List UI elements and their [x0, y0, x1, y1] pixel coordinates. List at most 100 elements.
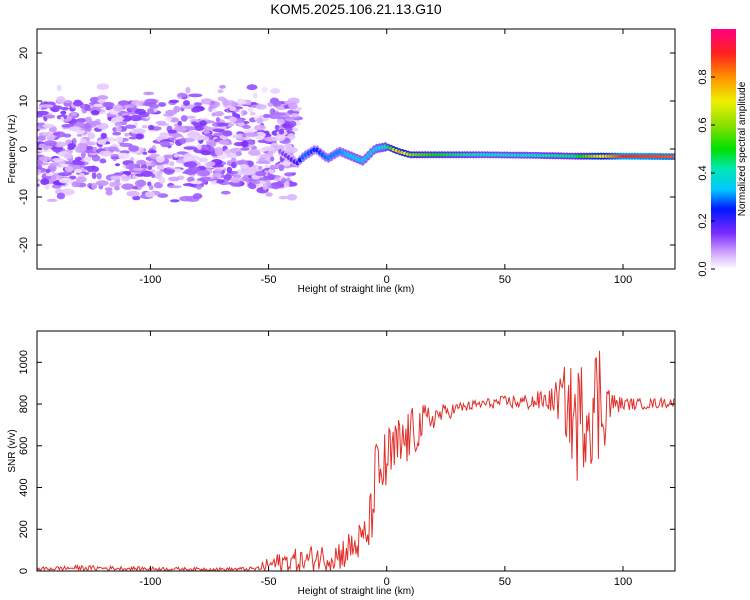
spectrogram-blob: [42, 132, 51, 136]
spectrogram-blob: [284, 127, 293, 132]
spectrogram-blob: [115, 126, 123, 132]
spectrogram-blob: [241, 140, 249, 148]
spectrogram-ytick-label: 20: [18, 47, 30, 59]
spectrogram-blob: [190, 180, 203, 185]
spectrogram-xtick-label: 100: [614, 274, 632, 286]
spectrogram-blob: [183, 161, 198, 168]
spectrogram-blob: [118, 152, 130, 160]
spectrogram-blob: [270, 88, 281, 94]
spectrogram-blob: [121, 183, 135, 190]
colorbar: 0.0 0.2 0.4 0.6 0.8 Normalized spectral ampl…: [697, 29, 748, 277]
spectrogram-blob: [208, 146, 215, 153]
spectrogram-blob: [135, 173, 146, 177]
spectrogram-blob: [135, 133, 144, 140]
spectrogram-blob: [60, 110, 67, 115]
spectrogram-blob: [138, 179, 145, 187]
spectrogram-blob: [210, 100, 216, 106]
spectrogram-blob: [272, 184, 280, 190]
spectrogram-blob: [287, 97, 300, 105]
spectrogram-blob: [74, 168, 83, 174]
spectrogram-blob: [58, 172, 72, 177]
spectrogram-xlabel: Height of straight line (km): [298, 284, 415, 295]
spectrogram-blob: [252, 92, 258, 99]
spectrogram-blob: [85, 145, 94, 150]
spectrogram-blob: [37, 169, 42, 175]
spectrogram-blob: [37, 106, 42, 110]
spectrogram-blob: [114, 185, 120, 191]
spectrogram-blob: [192, 193, 203, 200]
spectrogram-blob: [167, 185, 182, 189]
spectrogram-blob: [46, 198, 58, 202]
spectrogram-blob: [77, 143, 87, 151]
spectrogram-blob: [176, 151, 188, 155]
spectrogram-blob: [40, 104, 54, 108]
spectrogram-blob: [234, 160, 249, 166]
spectrogram-blob: [76, 133, 84, 137]
spectrogram-xtick-label: -100: [139, 274, 161, 286]
spectrogram-blob: [177, 120, 182, 126]
spectrogram-blob: [43, 140, 57, 147]
spectrogram-blob: [112, 131, 122, 136]
spectrogram-blob: [221, 190, 231, 195]
spectrogram-blob: [50, 175, 57, 181]
spectrogram-blob: [55, 142, 66, 146]
colorbar-tick-label: 0.8: [697, 69, 709, 84]
spectrogram-blob: [59, 107, 69, 110]
spectrogram-blob: [191, 107, 201, 113]
spectrogram-blob: [219, 85, 226, 89]
spectrogram-blob: [247, 106, 254, 113]
spectrogram-blob: [254, 131, 266, 138]
spectrogram-blob: [83, 107, 92, 111]
snr-ylabel: SNR (v/v): [7, 429, 18, 472]
spectrogram-xtick-label: -50: [261, 274, 277, 286]
spectrogram-blob: [83, 122, 92, 129]
spectrogram-blob: [42, 173, 47, 179]
spectrogram-blob: [86, 165, 92, 173]
spectrogram-blob: [232, 111, 237, 116]
spectrogram-blob: [264, 165, 270, 169]
spectrogram-blob: [173, 153, 180, 158]
spectrogram-ylabel: Frequency (Hz): [7, 115, 18, 184]
spectrogram-blob: [158, 102, 167, 107]
spectrogram-blob: [289, 120, 297, 127]
spectrogram-blob: [136, 159, 147, 166]
spectrogram-blob: [257, 165, 263, 170]
spectrogram-blob: [56, 192, 66, 200]
spectrogram-blob: [147, 124, 155, 131]
spectrogram-blob: [37, 183, 40, 187]
spectrogram-blob: [167, 129, 177, 134]
spectrogram-blob: [276, 118, 285, 125]
spectrogram-blob: [198, 157, 209, 163]
spectrogram-blob: [213, 132, 224, 136]
spectrogram-blob: [242, 125, 251, 129]
spectrogram-blob: [141, 125, 148, 129]
spectrogram-blob: [99, 158, 107, 164]
spectrogram-blob: [38, 156, 51, 162]
spectrogram-blob: [193, 125, 204, 131]
spectrogram-blob: [174, 168, 182, 173]
spectrogram-blob: [209, 140, 217, 147]
spectrogram-blob: [259, 114, 264, 119]
figure-title: KOM5.2025.106.21.13.G10: [270, 1, 441, 17]
spectrogram-blob: [91, 172, 97, 179]
spectrogram-blob: [255, 160, 270, 164]
spectrogram-blob: [64, 161, 74, 165]
spectrogram-blob: [159, 132, 169, 137]
spectrogram-blob: [284, 146, 298, 153]
spectrogram-blob: [121, 175, 130, 182]
snr-ytick-label: 1000: [18, 350, 30, 374]
spectrogram-blob: [44, 114, 56, 119]
spectrogram-blob: [128, 145, 140, 152]
spectrogram-blob: [196, 144, 202, 150]
spectrogram-blob: [230, 176, 241, 184]
spectrogram-blob: [125, 163, 138, 170]
spectrogram-blob: [84, 157, 91, 163]
spectrogram-blob: [51, 157, 65, 163]
spectrogram-blob: [214, 169, 223, 173]
spectrogram-blob: [119, 142, 133, 148]
spectrogram-blob: [278, 128, 285, 135]
spectrogram-blob: [188, 93, 203, 98]
spectrogram-blob: [170, 199, 180, 203]
spectrogram-blob: [71, 181, 81, 188]
